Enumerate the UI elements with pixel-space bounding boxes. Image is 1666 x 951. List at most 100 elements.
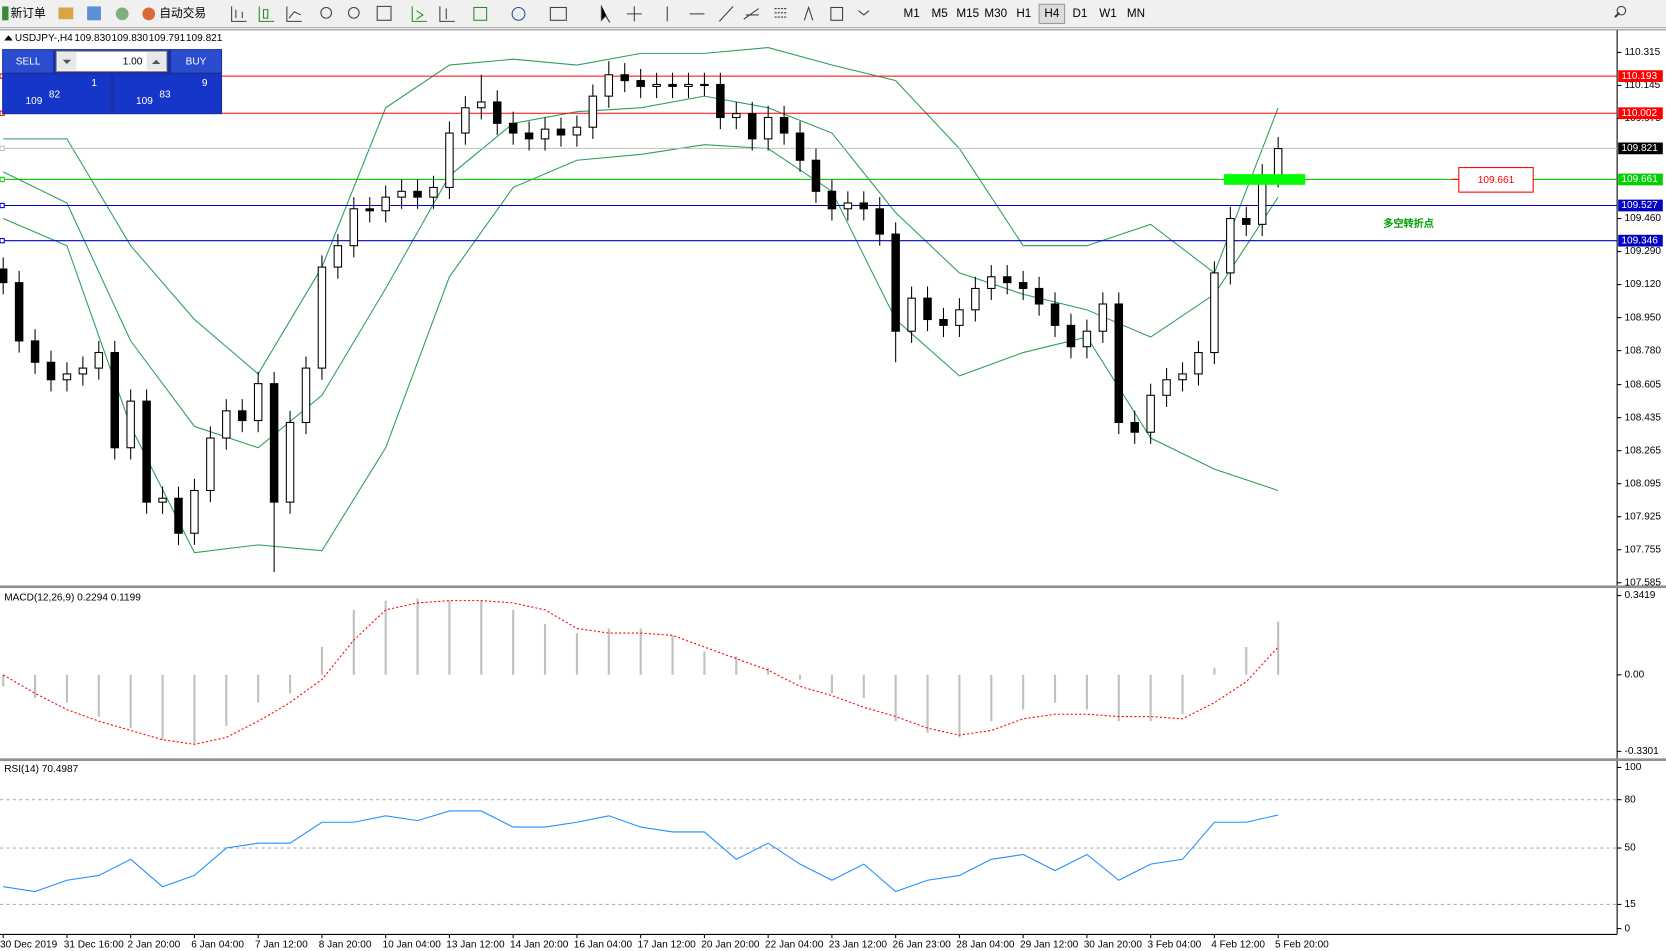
x-tick-label: 13 Jan 12:00 — [446, 939, 505, 950]
timeframe-button[interactable]: W1 — [1099, 7, 1117, 20]
panel-separator — [0, 585, 1666, 589]
timeframe-button[interactable]: H1 — [1016, 7, 1031, 20]
candle-body — [859, 202, 869, 210]
chart-shift[interactable] — [439, 6, 455, 22]
new-order-button[interactable]: 新订单 — [11, 6, 46, 20]
crosshair-tool[interactable] — [626, 6, 642, 22]
label-tool[interactable] — [830, 6, 844, 21]
templates[interactable] — [549, 6, 567, 21]
candle-body — [492, 101, 502, 124]
timeframe-button[interactable]: H4 — [1044, 7, 1059, 20]
candle-body — [445, 132, 454, 188]
bar-chart-tool[interactable] — [231, 6, 247, 22]
y-tick-label: 0.3419 — [1625, 590, 1656, 601]
macd-bar — [320, 646, 323, 675]
y-tick-label: -0.3301 — [1625, 746, 1660, 757]
candle-body — [206, 437, 215, 492]
timeframe-button[interactable]: M30 — [984, 7, 1007, 20]
bollinger-lower — [2, 144, 1279, 554]
periods[interactable] — [511, 6, 526, 21]
zoom-in[interactable] — [320, 6, 333, 19]
sell-button[interactable] — [3, 50, 54, 73]
text-tool[interactable] — [803, 5, 814, 21]
candle-tool[interactable] — [258, 6, 275, 22]
level-tag-label: 109.661 — [1621, 174, 1658, 185]
candle-body — [1050, 303, 1060, 326]
candle-body — [158, 497, 167, 503]
timeframe-button[interactable]: D1 — [1072, 7, 1087, 20]
candle-body — [652, 83, 661, 87]
candle-body — [317, 266, 327, 369]
level-tag — [1618, 173, 1663, 186]
zoom-out[interactable] — [347, 6, 360, 19]
toolbar-icon[interactable] — [115, 7, 129, 21]
channel-tool[interactable] — [743, 8, 759, 20]
candle-body — [907, 297, 916, 332]
level-anchor — [0, 237, 5, 244]
macd-bar — [894, 674, 897, 722]
tile-tool[interactable] — [376, 5, 392, 21]
lots-value: 1.00 — [123, 57, 143, 68]
timeframe-active[interactable] — [1038, 3, 1066, 25]
arrows-tool[interactable] — [858, 10, 870, 16]
buy-label[interactable]: BUY — [186, 57, 207, 68]
ask-prefix: 109 — [136, 96, 153, 107]
line-tool[interactable] — [286, 6, 302, 22]
toolbar-tools — [231, 5, 1627, 23]
lots-input[interactable] — [55, 50, 168, 73]
candle-body — [1002, 276, 1012, 284]
macd-bar — [97, 674, 100, 717]
candle-body — [987, 276, 996, 289]
x-tick-label: 10 Jan 04:00 — [382, 939, 441, 950]
auto-trade-button[interactable]: 自动交易 — [159, 6, 206, 20]
level-tag — [1618, 70, 1663, 82]
y-tick-label: 108.605 — [1625, 379, 1662, 390]
candle-body — [94, 352, 104, 369]
y-tick-label: 108.265 — [1625, 445, 1662, 456]
lots-down-arrow — [62, 59, 72, 65]
macd-bar — [607, 628, 610, 675]
level-tag-label: 110.193 — [1621, 71, 1657, 82]
timeframe-button[interactable]: M15 — [956, 7, 979, 20]
timeframe-button[interactable]: M1 — [904, 7, 920, 20]
cursor-tool[interactable] — [600, 5, 611, 23]
buy-button[interactable] — [171, 50, 221, 73]
sell-label[interactable]: SELL — [16, 57, 41, 68]
candle-body — [1226, 217, 1235, 274]
toolbar-icon[interactable] — [87, 6, 101, 21]
candle-body — [1273, 148, 1283, 177]
search-icon[interactable] — [1616, 5, 1627, 16]
macd-bar — [735, 656, 738, 675]
fibo-tool[interactable] — [774, 8, 788, 18]
macd-bar — [1149, 674, 1152, 722]
macd-bar — [990, 674, 993, 722]
candle-body — [1114, 303, 1124, 424]
toolbar-icon[interactable] — [58, 7, 74, 20]
collapse-triangle[interactable] — [4, 35, 13, 41]
trendline-tool[interactable] — [718, 6, 734, 22]
timeframe-button[interactable]: MN — [1127, 7, 1145, 20]
macd-bar — [926, 674, 929, 733]
candle-body — [588, 95, 598, 128]
bid-box[interactable] — [3, 74, 111, 114]
x-tick-label: 6 Jan 04:00 — [191, 939, 244, 950]
timeframe-button[interactable]: M5 — [932, 7, 949, 20]
candle-body — [716, 83, 725, 119]
y-tick-label: 107.585 — [1625, 577, 1662, 588]
level-tag — [1618, 199, 1663, 212]
rsi-title: RSI(14) 70.4987 — [4, 764, 78, 775]
candle-body — [46, 361, 56, 381]
autoscroll[interactable] — [411, 6, 428, 22]
candle-body — [732, 113, 741, 119]
one-click-trading: SELL 1.00 BUY 109 82 1 109 83 9 — [2, 49, 223, 115]
ask-box[interactable] — [113, 74, 221, 114]
indicators[interactable] — [473, 6, 488, 21]
x-tick-label: 30 Jan 20:00 — [1084, 939, 1143, 950]
candle-body — [1146, 394, 1155, 433]
candle-body — [349, 208, 359, 247]
candle-body — [413, 190, 422, 198]
ask-fraction: 9 — [202, 78, 208, 89]
symbol-title: USDJPY-,H4 — [15, 33, 73, 44]
candle-body — [843, 202, 853, 210]
